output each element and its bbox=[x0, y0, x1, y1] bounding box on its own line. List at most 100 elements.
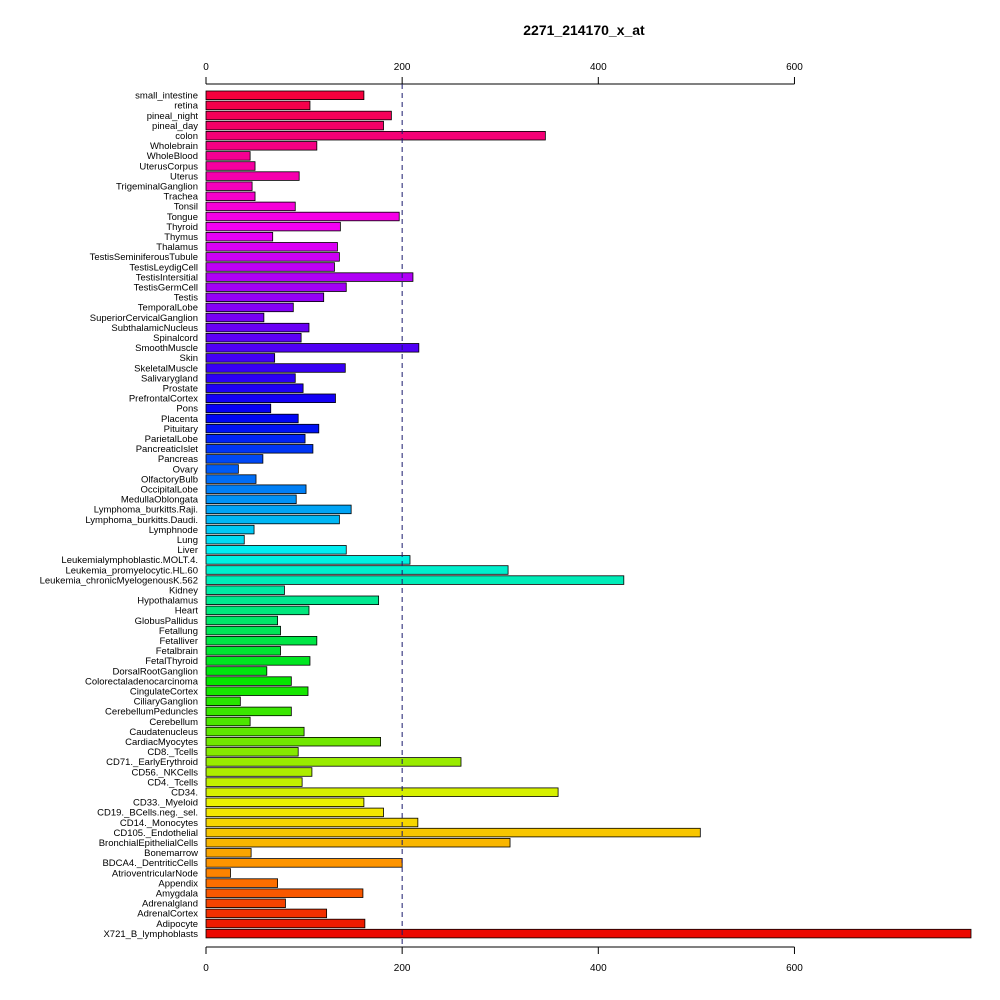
category-label: DorsalRootGanglion bbox=[112, 666, 198, 677]
category-label: FetalThyroid bbox=[145, 656, 198, 667]
bar bbox=[205, 827, 701, 838]
bar bbox=[205, 393, 336, 404]
bar bbox=[205, 353, 276, 363]
bar bbox=[205, 696, 241, 707]
bar bbox=[205, 585, 285, 595]
bars-group bbox=[205, 90, 972, 939]
category-label: Tongue bbox=[167, 212, 198, 223]
bar bbox=[205, 716, 251, 727]
bottom-tick-label: 0 bbox=[203, 963, 209, 974]
category-label: CD14._Monocytes bbox=[120, 818, 198, 829]
category-label: Tonsil bbox=[174, 202, 198, 213]
category-label: Lymphoma_burkitts.Daudi. bbox=[85, 515, 198, 526]
bar bbox=[205, 242, 338, 252]
bar bbox=[205, 423, 320, 434]
top-tick-label: 0 bbox=[203, 62, 209, 73]
category-label: Testis bbox=[174, 293, 199, 304]
top-tick-label: 400 bbox=[590, 62, 607, 73]
bottom-x-axis: 0 200 400 600 bbox=[203, 946, 803, 974]
bar bbox=[205, 595, 380, 606]
bar bbox=[205, 514, 340, 525]
category-label: TestisIntersitial bbox=[136, 272, 198, 283]
category-label: CingulateCortex bbox=[130, 687, 198, 698]
bar bbox=[205, 625, 281, 636]
bar bbox=[205, 130, 546, 141]
bar bbox=[205, 161, 256, 171]
bar bbox=[205, 726, 305, 737]
category-label: Spinalcord bbox=[153, 333, 198, 344]
category-label: UterusCorpus bbox=[139, 161, 198, 172]
category-label: Thymus bbox=[164, 232, 198, 243]
category-label: X721_B_lymphoblasts bbox=[103, 929, 198, 940]
category-label: ParietalLobe bbox=[145, 434, 198, 445]
bar bbox=[205, 120, 384, 131]
chart-title: 2271_214170_x_at bbox=[523, 22, 645, 38]
category-label: Skin bbox=[180, 353, 198, 364]
bar bbox=[205, 928, 972, 939]
category-label: OccipitalLobe bbox=[140, 485, 198, 496]
category-label: OlfactoryBulb bbox=[141, 474, 198, 485]
bar bbox=[205, 181, 253, 191]
category-label: Pons bbox=[176, 404, 198, 415]
category-label: Wholebrain bbox=[150, 141, 198, 152]
bar bbox=[205, 383, 304, 393]
category-label: TrigeminalGanglion bbox=[116, 182, 198, 193]
category-label: small_intestine bbox=[135, 91, 198, 102]
category-label: Uterus bbox=[170, 171, 198, 182]
category-label: Bonemarrow bbox=[144, 848, 198, 859]
bar bbox=[205, 817, 419, 828]
bar bbox=[205, 807, 384, 818]
category-label: Salivarygland bbox=[141, 373, 198, 384]
bar bbox=[205, 221, 341, 232]
category-label: BDCA4._DentriticCells bbox=[102, 858, 198, 869]
bar bbox=[205, 312, 265, 323]
category-label: Appendix bbox=[158, 878, 198, 889]
bar bbox=[205, 676, 292, 686]
bar bbox=[205, 262, 335, 272]
bar bbox=[205, 575, 625, 585]
category-label: MedullaOblongata bbox=[121, 495, 199, 506]
bar bbox=[205, 656, 311, 666]
bar bbox=[205, 524, 255, 535]
category-label: Pancreas bbox=[158, 454, 198, 465]
bar bbox=[205, 141, 318, 151]
bar bbox=[205, 504, 352, 515]
bar bbox=[205, 535, 245, 545]
bar bbox=[205, 413, 299, 424]
category-label: Adrenalgland bbox=[142, 899, 198, 910]
bar bbox=[205, 918, 366, 929]
category-label: pineal_day bbox=[152, 121, 198, 132]
category-label: Amygdala bbox=[156, 889, 199, 900]
category-label: Thyroid bbox=[166, 222, 198, 233]
bar bbox=[205, 302, 294, 313]
category-label: pineal_night bbox=[147, 111, 199, 122]
bar bbox=[205, 444, 314, 454]
category-label: Kidney bbox=[169, 586, 198, 597]
category-label: retina bbox=[174, 101, 198, 112]
category-label: PancreaticIslet bbox=[136, 444, 199, 455]
bar bbox=[205, 565, 509, 575]
bottom-tick-label: 200 bbox=[394, 963, 411, 974]
category-label: CD34. bbox=[171, 788, 198, 799]
category-label: Adipocyte bbox=[156, 919, 198, 930]
bar bbox=[205, 615, 278, 626]
bar bbox=[205, 201, 296, 212]
bar bbox=[205, 110, 392, 121]
bar bbox=[205, 454, 264, 464]
category-label: WholeBlood bbox=[147, 151, 198, 162]
category-label: SkeletalMuscle bbox=[134, 363, 198, 374]
category-label: SmoothMuscle bbox=[135, 343, 198, 354]
category-label: Placenta bbox=[161, 414, 199, 425]
category-label: GlobusPallidus bbox=[135, 616, 199, 627]
bar bbox=[205, 797, 365, 808]
category-label: CD71._EarlyErythroid bbox=[106, 757, 198, 768]
bar bbox=[205, 858, 403, 868]
bar bbox=[205, 151, 251, 161]
category-label: AdrenalCortex bbox=[137, 909, 198, 920]
category-label: CiliaryGanglion bbox=[134, 697, 198, 708]
bar bbox=[205, 888, 364, 898]
bar bbox=[205, 494, 297, 505]
bar bbox=[205, 737, 381, 747]
bar bbox=[205, 464, 239, 474]
category-label: CD56._NKCells bbox=[131, 767, 198, 778]
